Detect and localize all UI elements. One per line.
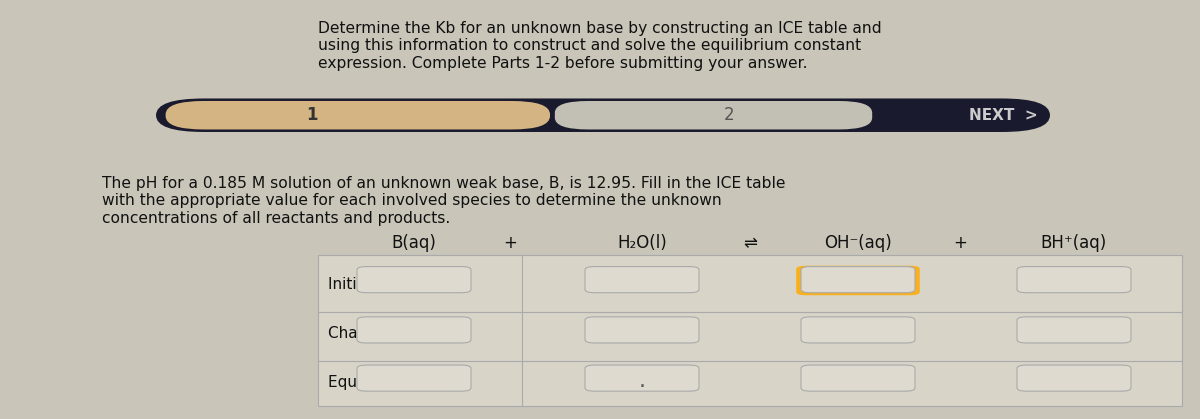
FancyBboxPatch shape: [802, 365, 916, 391]
FancyBboxPatch shape: [554, 101, 872, 129]
FancyBboxPatch shape: [156, 98, 1050, 132]
FancyBboxPatch shape: [358, 317, 470, 343]
FancyBboxPatch shape: [1018, 266, 1132, 293]
Text: ⇌: ⇌: [743, 234, 757, 252]
Text: The pH for a 0.185 M solution of an unknown weak base, B, is 12.95. Fill in the : The pH for a 0.185 M solution of an unkn…: [102, 176, 786, 226]
Text: +: +: [953, 234, 967, 252]
FancyBboxPatch shape: [802, 266, 916, 293]
Text: B(aq): B(aq): [391, 234, 437, 252]
Text: 1: 1: [306, 106, 318, 124]
FancyBboxPatch shape: [358, 365, 470, 391]
Text: .: .: [638, 371, 646, 391]
FancyBboxPatch shape: [1018, 317, 1132, 343]
FancyBboxPatch shape: [586, 365, 698, 391]
FancyBboxPatch shape: [797, 266, 919, 295]
FancyBboxPatch shape: [586, 266, 698, 293]
Text: Determine the Kb for an unknown base by constructing an ICE table and
using this: Determine the Kb for an unknown base by …: [318, 21, 882, 71]
Text: Change (M): Change (M): [328, 326, 416, 341]
Bar: [318, 255, 1182, 406]
Text: OH⁻(aq): OH⁻(aq): [824, 234, 892, 252]
FancyBboxPatch shape: [358, 266, 470, 293]
FancyBboxPatch shape: [1018, 365, 1132, 391]
Text: Initial (M): Initial (M): [328, 276, 400, 291]
Text: 2: 2: [724, 106, 734, 124]
Text: BH⁺(aq): BH⁺(aq): [1040, 234, 1108, 252]
Text: +: +: [503, 234, 517, 252]
FancyBboxPatch shape: [166, 101, 550, 129]
Text: Equilibrium (M): Equilibrium (M): [328, 375, 444, 390]
FancyBboxPatch shape: [802, 317, 916, 343]
Text: NEXT  >: NEXT >: [970, 108, 1038, 123]
Text: H₂O(l): H₂O(l): [617, 234, 667, 252]
FancyBboxPatch shape: [586, 317, 698, 343]
